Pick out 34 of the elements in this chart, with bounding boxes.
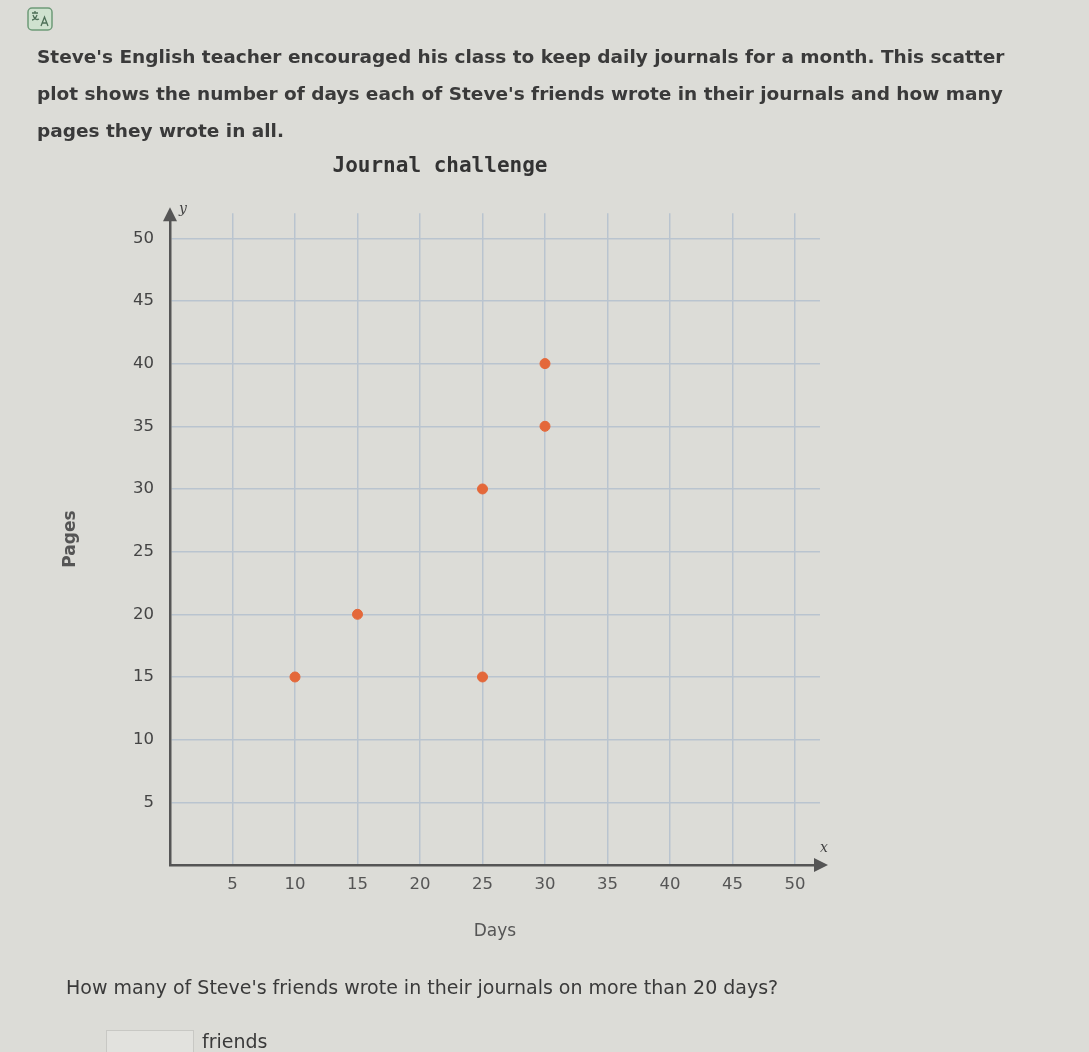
x-tick-label: 10	[284, 874, 306, 894]
x-tick-label: 45	[722, 874, 743, 894]
point	[477, 483, 488, 495]
y-tick-label: 30	[133, 478, 154, 498]
y-tick-label: 35	[133, 415, 154, 435]
y-axis-title: Pages	[58, 510, 79, 568]
x-axis-title: Days	[473, 920, 517, 941]
x-tick-label: 5	[227, 874, 238, 894]
point	[477, 671, 488, 683]
point	[539, 358, 551, 370]
y-tick-label: 50	[133, 227, 154, 247]
y-tick-label: 15	[133, 666, 154, 686]
y-tick-label: 5	[143, 791, 154, 811]
annotation: y	[178, 199, 188, 216]
x-tick-label: 25	[472, 874, 493, 894]
text: How many of Steve's friends wrote in their journals on more than 20 days?	[66, 976, 779, 998]
y-tick-label: 20	[133, 603, 154, 623]
chart-title: Journal challenge	[332, 153, 548, 178]
y-tick-label: 45	[133, 290, 154, 310]
x-tick-label: 30	[534, 874, 556, 894]
x-tick-label: 50	[784, 874, 806, 894]
text: Steve's English teacher encouraged his class to keep daily journals for a month. This scatter plot shows the number of days each of Steve's friends wrote in their journals and how many pages they wrote in all.	[37, 45, 1006, 143]
x-tick-label: 15	[347, 874, 368, 894]
y-tick-label: 40	[133, 352, 154, 372]
y-tick-label: 25	[133, 540, 154, 560]
y-tick-label: 10	[133, 728, 154, 748]
text: x	[820, 838, 829, 855]
text: friends	[202, 1030, 268, 1052]
x-tick-label: 40	[659, 874, 681, 894]
point	[539, 420, 551, 432]
x-tick-label: 20	[409, 874, 431, 894]
point	[352, 608, 363, 620]
x-tick-label: 35	[597, 874, 618, 894]
point	[289, 671, 301, 683]
